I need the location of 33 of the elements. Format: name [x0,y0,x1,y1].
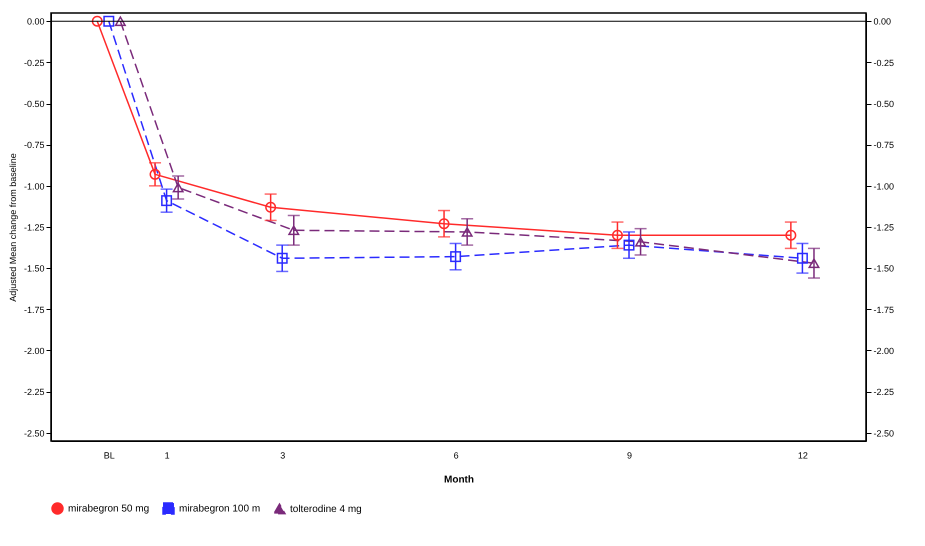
y2-tick-label: -0.25 [874,58,894,68]
x-axis-title: Month [444,474,474,486]
y-tick-label: -2.50 [24,428,44,438]
y-tick-label: -2.00 [24,346,44,356]
y-tick-label: -1.50 [24,264,44,274]
y-tick-label: -1.75 [24,304,44,315]
y-tick-label: 0.00 [26,16,44,27]
y-tick-label: -1.00 [24,181,44,192]
x-tick-label: 9 [627,450,632,460]
y2-tick-label: -1.50 [874,264,894,274]
legend-label: mirabegron 100 m [179,504,260,515]
x-tick-label: 6 [454,450,459,460]
y2-tick-label: -1.25 [874,222,894,232]
y-tick-label: -1.25 [24,222,44,232]
y2-tick-label: -2.50 [874,428,894,438]
legend-label: mirabegron 50 mg [68,504,150,515]
y2-tick-label: -0.75 [874,140,894,150]
y-tick-label: -0.50 [24,99,44,110]
y-tick-label: -0.75 [24,140,44,150]
y2-tick-label: -1.75 [874,304,894,315]
x-tick-label: 1 [164,450,170,460]
y2-tick-label: -1.00 [874,181,894,192]
legend-label: tolterodine 4 mg [290,504,362,515]
y-tick-label: -2.25 [24,387,44,398]
y2-tick-label: -2.25 [874,387,894,398]
x-tick-label: 12 [798,450,808,460]
y-tick-label: -0.25 [24,58,44,68]
y-axis-title: Adjusted Mean change from baseline [8,153,18,302]
y2-tick-label: 0.00 [874,16,892,27]
y2-tick-label: -0.50 [874,99,894,110]
y2-tick-label: -2.00 [874,346,894,356]
x-tick-label: BL [104,450,115,460]
x-tick-label: 3 [280,450,286,460]
